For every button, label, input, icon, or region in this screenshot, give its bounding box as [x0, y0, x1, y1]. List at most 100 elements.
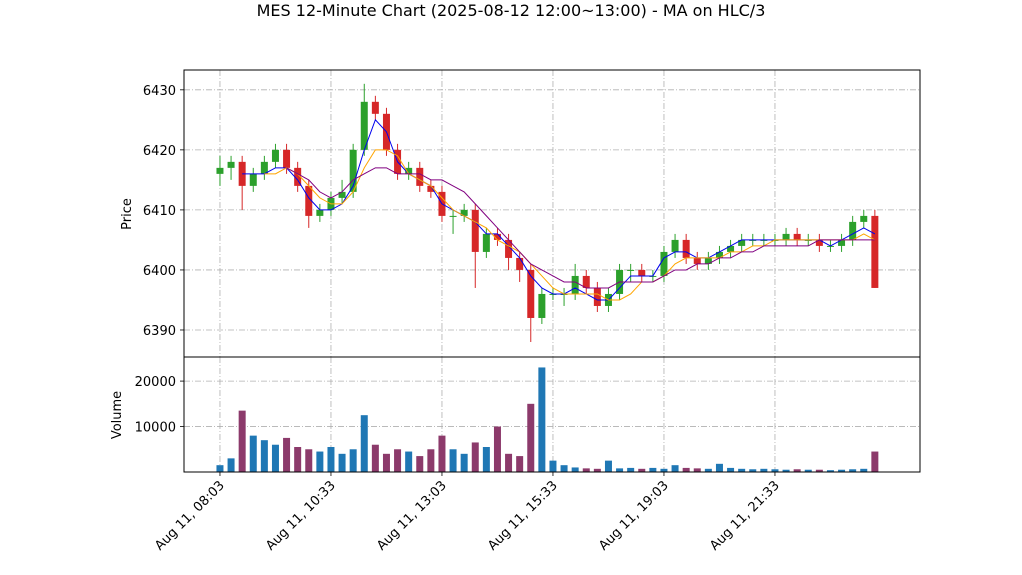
volume-bar — [627, 467, 635, 472]
moving-average-line — [264, 149, 876, 301]
volume-bar — [727, 467, 735, 472]
volume-bar — [649, 467, 657, 472]
volume-bar — [638, 468, 646, 472]
price-panel-frame — [183, 69, 921, 358]
volume-bar — [505, 453, 513, 472]
candle-body — [449, 215, 457, 217]
volume-bar — [793, 469, 801, 472]
volume-bar — [838, 469, 846, 472]
candle-body — [593, 287, 601, 306]
candle-body — [460, 209, 468, 216]
candle-body — [216, 167, 224, 174]
candle-body — [582, 275, 590, 288]
candle-body — [693, 257, 701, 264]
candle-body — [727, 245, 735, 252]
volume-bar — [349, 449, 357, 472]
candle-body — [860, 215, 868, 222]
candle-body — [482, 233, 490, 252]
volume-bar — [216, 465, 224, 472]
volume-bar — [338, 453, 346, 472]
candle-body — [249, 173, 257, 186]
volume-bar — [482, 447, 490, 472]
volume-bar — [804, 469, 812, 472]
candle-body — [671, 239, 679, 252]
volume-bar — [227, 458, 235, 472]
volume-bar — [549, 460, 557, 472]
y-tick-label: 6390 — [143, 324, 176, 339]
volume-bar — [671, 465, 679, 472]
x-tick-label: Aug 11, 19:03 — [596, 478, 672, 554]
candle-body — [360, 101, 368, 150]
volume-tick-label: 10000 — [135, 421, 176, 436]
volume-bar — [604, 460, 612, 472]
volume-bar — [560, 465, 568, 472]
volume-bar — [849, 469, 857, 472]
volume-bar — [871, 451, 879, 472]
candle-body — [738, 239, 746, 246]
x-tick-label: Aug 11, 21:33 — [707, 478, 783, 554]
candle-body — [427, 185, 435, 192]
volume-bar — [360, 415, 368, 472]
volume-bar — [316, 451, 324, 472]
volume-bar — [283, 437, 291, 472]
x-tick-label: Aug 11, 15:33 — [485, 478, 561, 554]
volume-bar — [860, 468, 868, 472]
candle-body — [283, 149, 291, 168]
candle-body — [815, 239, 823, 246]
candle-body — [782, 233, 790, 240]
candle-body — [871, 215, 879, 288]
candle-body — [505, 239, 513, 258]
volume-bar — [405, 451, 413, 472]
moving-average-line — [242, 118, 876, 301]
candle-body — [838, 239, 846, 246]
volume-bar — [704, 468, 712, 472]
candle-body — [715, 251, 723, 258]
volume-bar — [771, 469, 779, 472]
volume-axis-label: Volume — [110, 391, 125, 439]
candle-body — [471, 209, 479, 252]
candle-body — [682, 239, 690, 258]
volume-bar — [538, 367, 546, 472]
volume-bar — [449, 449, 457, 472]
volume-bar — [749, 469, 757, 472]
candle-body — [416, 167, 424, 186]
volume-bar — [582, 468, 590, 472]
candle-body — [316, 209, 324, 216]
candle-body — [493, 233, 501, 240]
volume-bar — [471, 442, 479, 472]
y-tick-label: 6420 — [143, 144, 176, 159]
volume-bar — [327, 447, 335, 472]
candle-body — [260, 161, 268, 174]
volume-bar — [660, 468, 668, 472]
candle-body — [338, 191, 346, 198]
volume-bar — [271, 444, 279, 472]
volume-bar — [826, 470, 834, 472]
volume-bar — [260, 440, 268, 472]
volume-bar — [427, 449, 435, 472]
candle-body — [271, 149, 279, 162]
y-tick-label: 6410 — [143, 204, 176, 219]
volume-bar — [593, 468, 601, 472]
candle-body — [405, 167, 413, 174]
volume-bar — [738, 468, 746, 472]
volume-bar — [493, 426, 501, 472]
volume-bar — [616, 468, 624, 472]
volume-bar — [682, 467, 690, 472]
volume-bar — [305, 449, 313, 472]
candle-body — [527, 269, 535, 318]
volume-bar — [382, 453, 390, 472]
volume-bar — [527, 403, 535, 472]
volume-bar — [782, 469, 790, 472]
volume-bar — [693, 468, 701, 472]
volume-bar — [371, 444, 379, 472]
volume-bar — [438, 435, 446, 472]
x-tick-label: Aug 11, 10:33 — [263, 478, 339, 554]
volume-bar — [416, 456, 424, 472]
volume-bar — [394, 449, 402, 472]
candle-body — [305, 185, 313, 216]
candle-body — [516, 257, 524, 270]
volume-bar — [715, 463, 723, 472]
price-axis-label: Price — [120, 198, 135, 230]
volume-bar — [460, 453, 468, 472]
